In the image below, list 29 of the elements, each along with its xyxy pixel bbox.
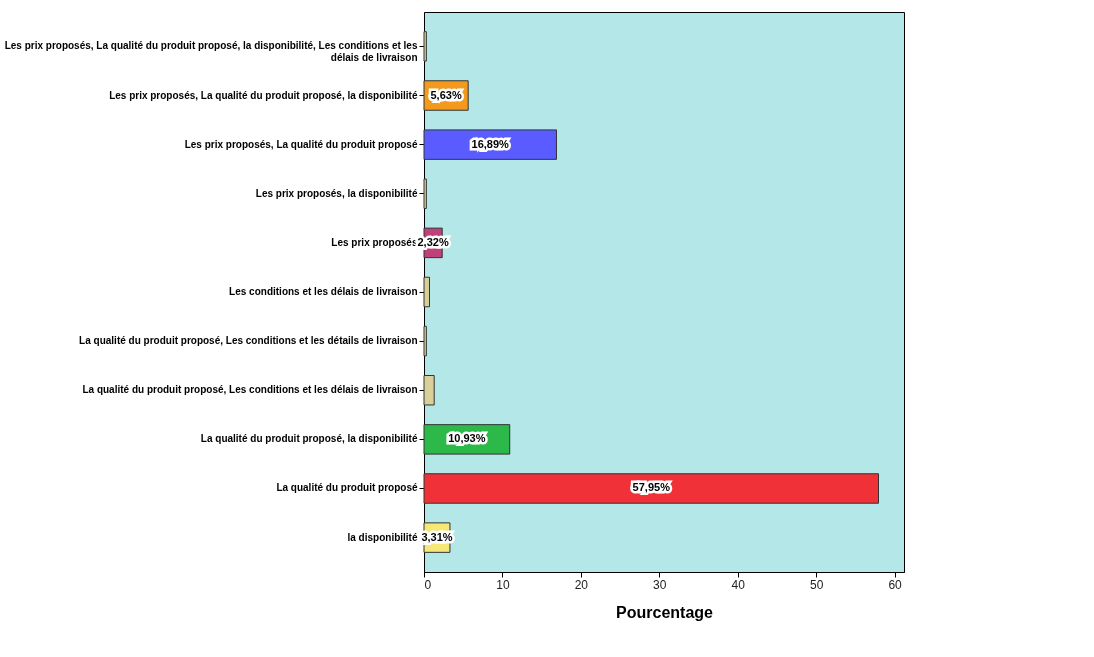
data-label: 16,89%	[471, 137, 510, 150]
y-tick-label: Les prix proposés, la disponibilité	[255, 187, 418, 199]
x-axis-title: Pourcentage	[616, 603, 714, 621]
data-label: 5,63%	[430, 88, 462, 101]
bar	[423, 178, 427, 209]
y-tick-label: La qualité du produit proposé, Les conditions et les délais de livraison	[82, 384, 418, 396]
x-tick-label: 60	[888, 577, 903, 592]
bar	[423, 31, 427, 62]
x-tick-label: 50	[809, 577, 824, 592]
y-tick-label: La qualité du produit proposé, Les conditions et les détails de livraison	[79, 335, 418, 347]
data-label: 10,93%	[448, 432, 486, 445]
bar	[423, 276, 430, 308]
bar	[423, 375, 435, 406]
bar	[423, 325, 427, 357]
x-tick-label: 30	[653, 577, 667, 592]
y-tick-label: Les prix proposés	[331, 236, 418, 248]
x-tick-label: 20	[574, 577, 589, 592]
y-tick-label: La qualité du produit proposé, la disponibilité	[200, 433, 418, 445]
y-tick-label: Les prix proposés, La qualité du produit proposé, la disponibilité	[109, 89, 418, 101]
data-label: 57,95%	[632, 481, 671, 494]
y-tick-label: La qualité du produit proposé	[276, 482, 418, 494]
bar	[423, 473, 880, 504]
y-tick-label: Les prix proposés, La qualité du produit proposé, la disponibilité, Les conditions et les délais de livraison	[4, 40, 418, 64]
y-tick-label: la disponibilité	[347, 531, 418, 543]
x-tick-label: 0	[424, 577, 432, 592]
y-tick-label: Les prix proposés, La qualité du produit proposé	[184, 138, 418, 150]
x-tick-label: 10	[496, 577, 510, 592]
y-tick-label: Les conditions et les délais de livraison	[229, 286, 418, 297]
x-tick-label: 40	[731, 577, 746, 592]
